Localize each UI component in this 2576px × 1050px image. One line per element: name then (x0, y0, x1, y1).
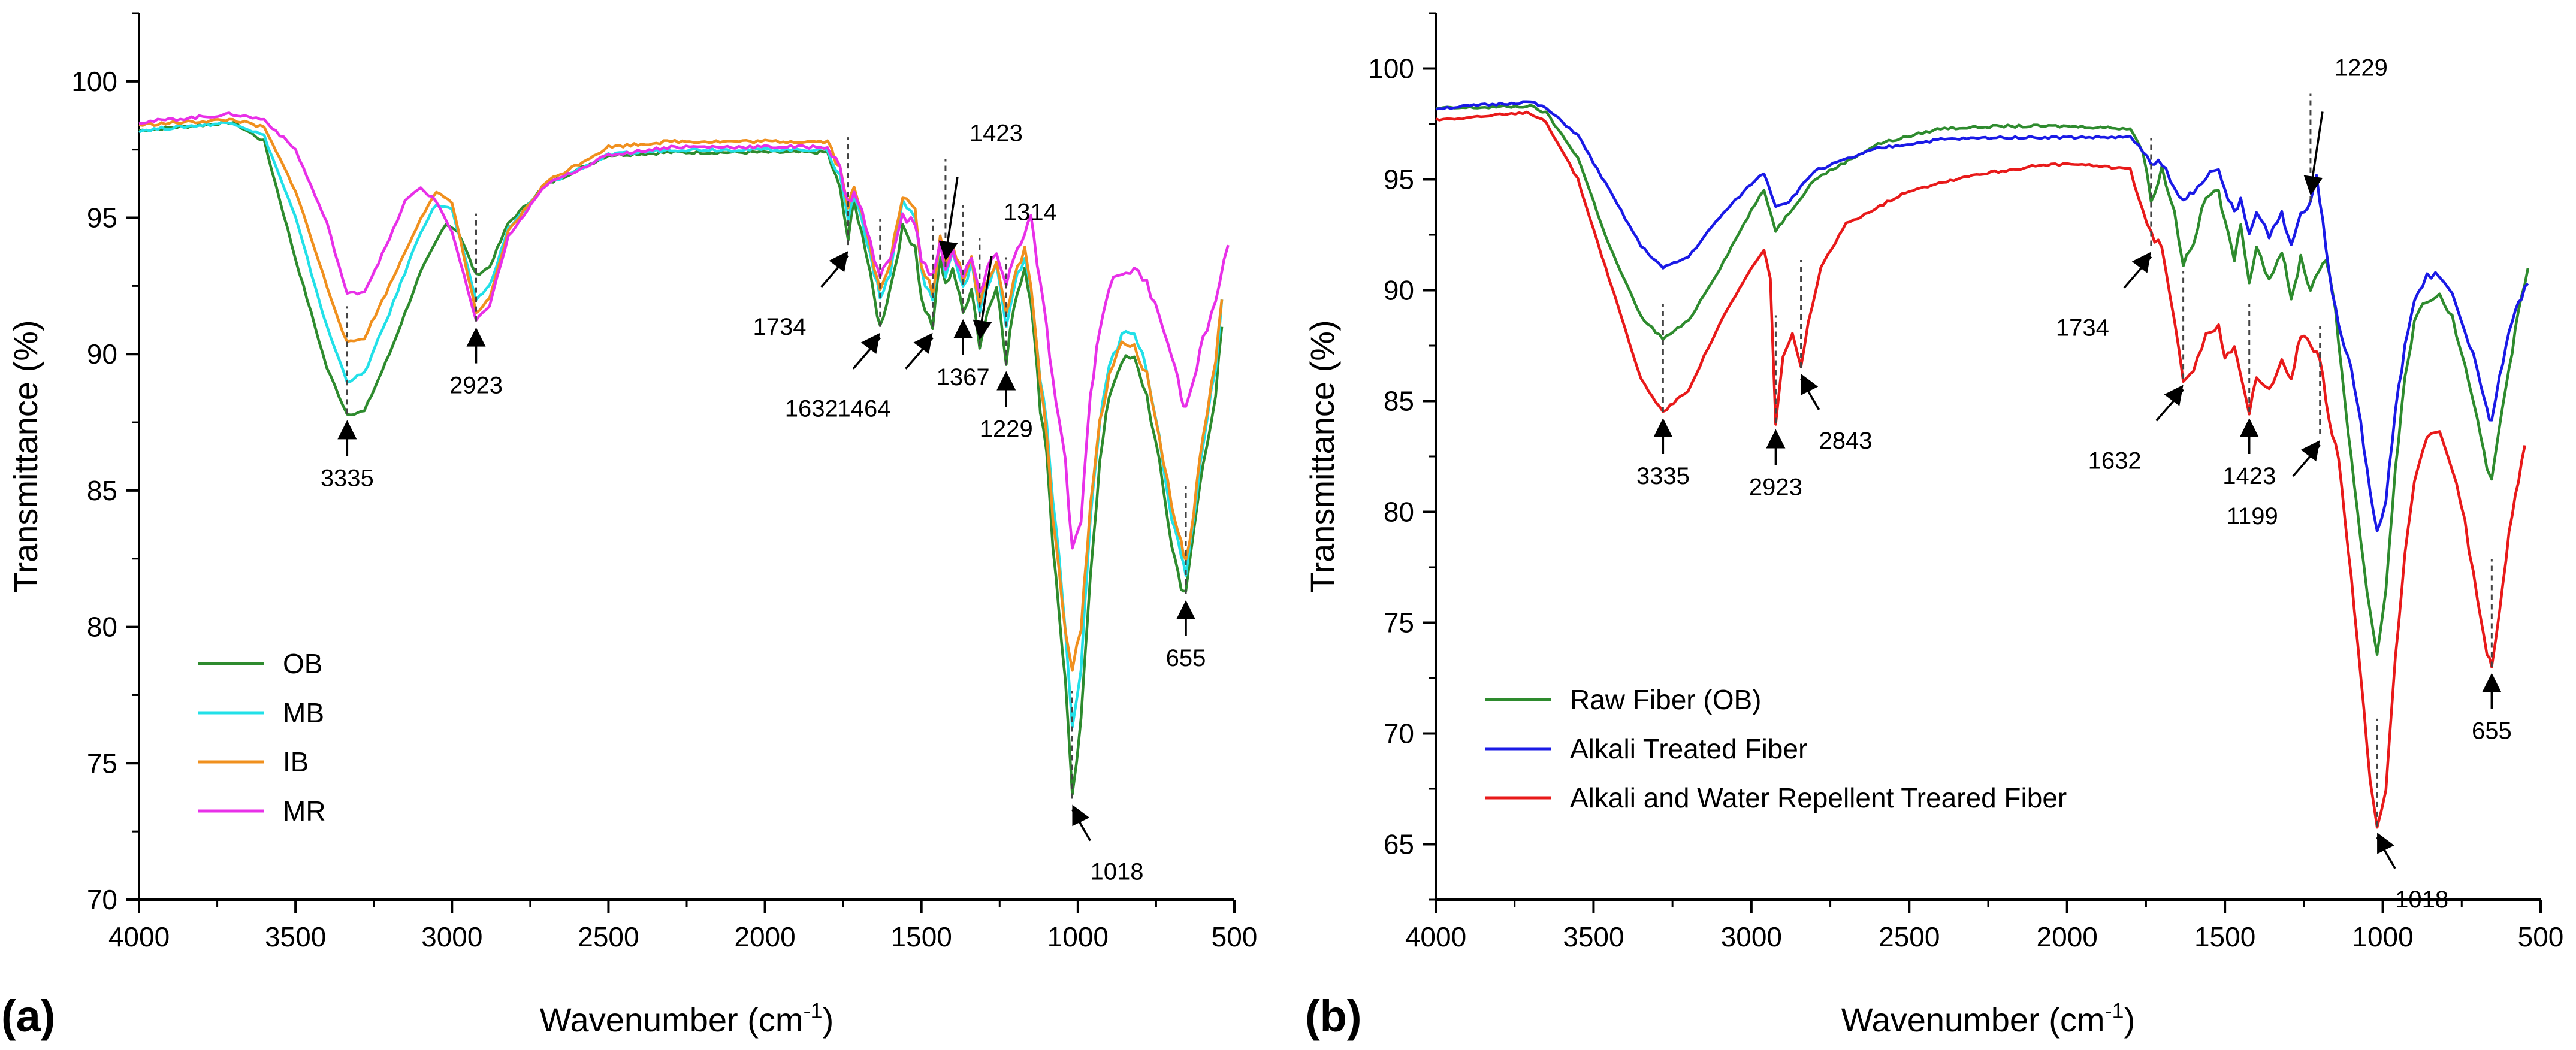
x-tick-label: 1000 (2352, 921, 2413, 952)
x-tick-label: 2000 (734, 921, 795, 952)
peak-label: 1632 (785, 396, 838, 422)
peak-label: 1199 (2227, 503, 2278, 529)
panel-label-a: (a) (1, 991, 55, 1041)
peak-arrowhead (953, 319, 973, 338)
peak-label: 655 (2472, 718, 2512, 745)
peak-label: 1632 (2088, 448, 2142, 474)
peak-label: 1367 (937, 364, 990, 391)
x-tick-label: 3500 (1563, 921, 1624, 952)
peak-label: 1229 (980, 416, 1033, 442)
peak-arrowhead (466, 327, 486, 347)
x-tick-label: 4000 (108, 921, 170, 952)
x-tick-label: 3500 (265, 921, 326, 952)
peak-arrowhead (973, 319, 992, 340)
peak-label: 1734 (753, 314, 807, 340)
series-line-a-1 (138, 120, 1224, 796)
peak-arrowhead (2377, 832, 2394, 854)
legend-label: OB (283, 648, 322, 679)
y-axis-title: Transmittance (%) (7, 320, 44, 592)
y-axis-title: Transmittance (%) (1303, 320, 1341, 592)
legend-label: Alkali Treated Fiber (1570, 733, 1807, 764)
peak-label: 1229 (2335, 55, 2388, 81)
peak-arrowhead (2164, 385, 2184, 406)
peak-arrowhead (2300, 440, 2320, 462)
peak-arrowhead (913, 332, 933, 354)
y-tick-label: 65 (1384, 829, 1414, 860)
peak-arrowhead (2482, 673, 2502, 692)
peak-arrowhead (1653, 418, 1673, 437)
peak-label: 3335 (1636, 463, 1690, 489)
peak-arrowhead (337, 420, 357, 440)
peak-arrowhead (996, 371, 1016, 391)
x-tick-label: 1000 (1047, 921, 1109, 952)
peak-label: 1018 (2395, 886, 2448, 913)
x-tick-label: 500 (1212, 921, 1258, 952)
y-tick-label: 100 (71, 66, 117, 97)
x-axis-title: Wavenumber (cm-1) (540, 998, 833, 1039)
y-tick-label: 90 (87, 338, 117, 370)
x-tick-label: 1500 (2194, 921, 2255, 952)
x-tick-label: 1500 (891, 921, 952, 952)
y-tick-label: 75 (87, 748, 117, 779)
x-axis-title: Wavenumber (cm-1) (1841, 998, 2135, 1039)
peak-label: 1464 (838, 396, 891, 422)
peak-arrowhead (1766, 429, 1786, 449)
peak-arrowhead (1801, 374, 1819, 395)
legend-label: IB (283, 746, 309, 777)
x-tick-label: 2000 (2037, 921, 2098, 952)
y-tick-label: 75 (1384, 607, 1414, 639)
peak-label: 1423 (970, 120, 1023, 147)
series-line-b-3 (1435, 110, 2526, 829)
y-tick-label: 100 (1368, 53, 1414, 84)
peak-label: 1018 (1090, 859, 1143, 885)
y-tick-label: 95 (87, 202, 117, 234)
series-line-a-3 (138, 117, 1224, 672)
x-tick-label: 2500 (578, 921, 639, 952)
x-tick-label: 3000 (421, 921, 482, 952)
panel-label-b: (b) (1305, 991, 1362, 1041)
peak-label: 2843 (1819, 428, 1873, 454)
peak-arrowhead (938, 240, 958, 261)
x-tick-label: 2500 (1879, 921, 1940, 952)
peak-label: 2923 (449, 373, 503, 399)
y-tick-label: 80 (1384, 497, 1414, 528)
peak-label: 655 (1166, 645, 1206, 671)
y-tick-label: 95 (1384, 164, 1414, 195)
peak-arrowhead (1072, 804, 1090, 827)
y-tick-label: 90 (1384, 275, 1414, 306)
y-tick-label: 80 (87, 612, 117, 643)
series-line-b-2 (1435, 100, 2529, 532)
peak-arrowhead (829, 251, 848, 273)
x-tick-label: 4000 (1405, 921, 1466, 952)
x-tick-label: 3000 (1721, 921, 1782, 952)
series-line-b-1 (1435, 104, 2530, 656)
y-tick-label: 85 (1384, 386, 1414, 417)
peak-label: 1314 (1004, 199, 1057, 226)
y-tick-label: 70 (1384, 718, 1414, 749)
peak-arrowhead (860, 332, 880, 354)
legend-label: MR (283, 795, 326, 827)
series-line-a-4 (138, 111, 1230, 550)
y-tick-label: 70 (87, 884, 117, 915)
y-tick-label: 85 (87, 475, 117, 506)
peak-arrowhead (2239, 418, 2259, 437)
peak-arrowhead (1176, 600, 1196, 619)
peak-arrowhead (2131, 252, 2151, 273)
chart-panel-b: 4000 3500 3000 2500 2000 1500 1000 500 65 70 75 80 8… (1303, 12, 2564, 1039)
peak-label: 1423 (2222, 463, 2276, 489)
peak-label: 2923 (1749, 474, 1802, 501)
x-tick-label: 500 (2518, 921, 2564, 952)
peak-arrowhead (2303, 175, 2323, 196)
legend-label: MB (283, 697, 324, 728)
peak-label: 1734 (2056, 315, 2109, 341)
peak-label: 3335 (321, 465, 374, 491)
chart-panel-a: 4000 3500 3000 2500 2000 1500 1000 500 70 75 80 85 9… (7, 12, 1258, 1039)
legend-label: Raw Fiber (OB) (1570, 684, 1761, 715)
legend-label: Alkali and Water Repellent Treared Fiber (1570, 782, 2067, 813)
